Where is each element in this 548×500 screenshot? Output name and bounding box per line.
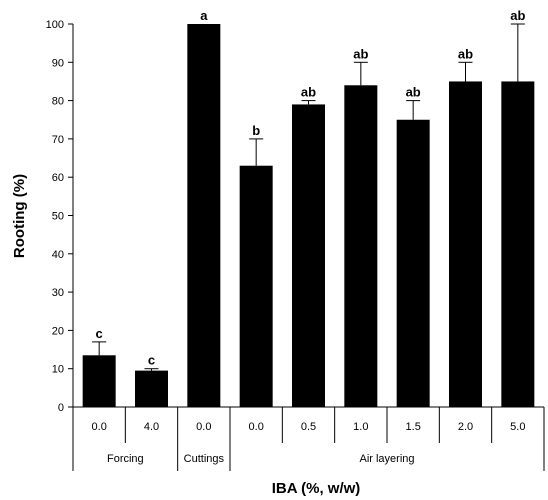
significance-label: c	[148, 353, 155, 368]
significance-label: ab	[510, 8, 525, 23]
bar	[187, 24, 221, 407]
y-tick-label: 60	[52, 172, 64, 184]
x-axis-title: IBA (%, w/w)	[272, 480, 361, 497]
significance-label: c	[96, 326, 103, 341]
y-axis-title: Rooting (%)	[11, 174, 28, 258]
significance-label: ab	[406, 85, 421, 100]
y-tick-label: 80	[52, 96, 64, 108]
x-tick-label: 4.0	[144, 421, 159, 433]
bar	[344, 85, 378, 407]
x-tick-label: 0.0	[92, 421, 107, 433]
y-tick-label: 40	[52, 249, 64, 261]
bar	[82, 355, 116, 407]
significance-label: ab	[458, 46, 473, 61]
x-tick-label: 0.0	[196, 421, 211, 433]
significance-label: a	[200, 8, 208, 23]
y-tick-label: 90	[52, 57, 64, 69]
bar	[396, 119, 430, 407]
bar	[449, 81, 482, 407]
significance-label: ab	[353, 46, 368, 61]
bar	[135, 370, 168, 407]
y-tick-label: 20	[52, 325, 64, 337]
x-tick-label: 0.5	[301, 421, 316, 433]
x-tick-label: 1.0	[353, 421, 368, 433]
x-group-label: Cuttings	[184, 453, 225, 465]
y-tick-label: 50	[52, 211, 64, 223]
x-axis: 0.0 4.0 0.0 0.0 0.5 1.0 1.5 2.0 5.0 Forcing Cuttin…	[72, 406, 545, 471]
bar	[292, 104, 325, 408]
x-tick-label: 1.5	[406, 421, 421, 433]
significance-label: ab	[301, 85, 316, 100]
y-tick-label: 30	[52, 287, 64, 299]
y-tick-label: 10	[52, 364, 64, 376]
significance-label: b	[252, 123, 260, 138]
y-tick-label: 100	[46, 19, 64, 31]
x-tick-label: 2.0	[458, 421, 473, 433]
y-tick-label: 0	[58, 402, 64, 414]
bar	[239, 165, 273, 407]
x-group-label: Air layering	[359, 453, 414, 465]
y-axis: 0 10 20 30 40 50 60 70 80 90 100	[46, 19, 74, 414]
x-tick-label: 5.0	[510, 421, 525, 433]
x-tick-label: 0.0	[249, 421, 264, 433]
bar	[501, 81, 535, 407]
y-tick-label: 70	[52, 134, 64, 146]
x-group-label: Forcing	[107, 453, 144, 465]
